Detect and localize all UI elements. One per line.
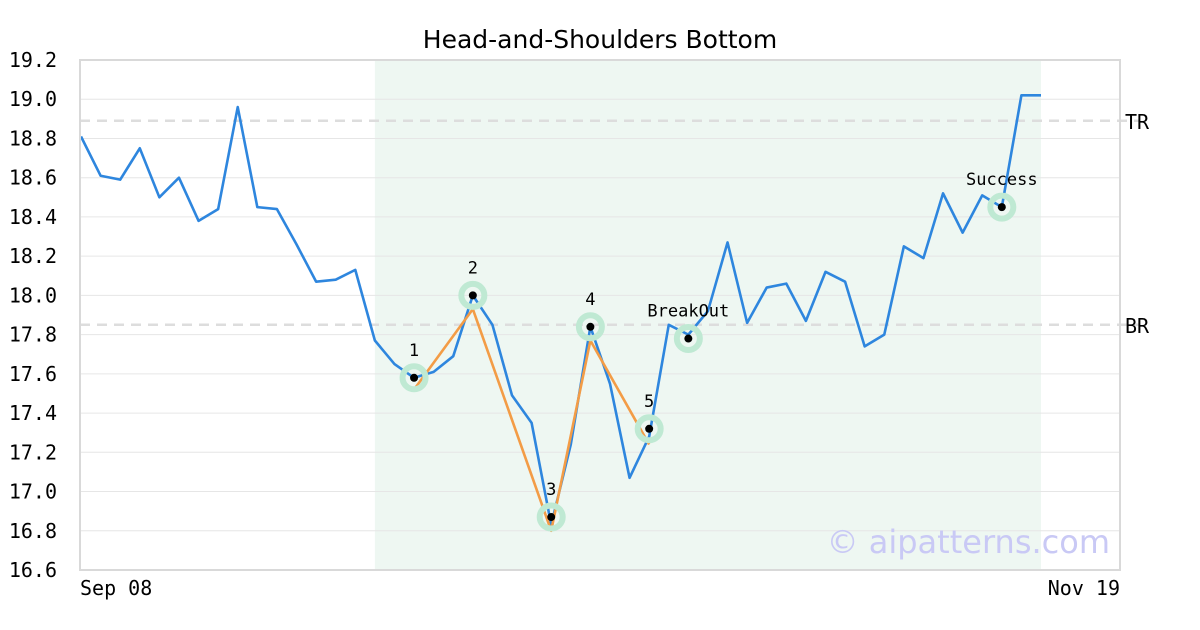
pattern-markers: 1 2 3 4 5 BreakOut Success [399, 170, 1038, 532]
marker-label: 4 [585, 290, 595, 310]
marker-dot [684, 334, 693, 343]
marker-dot [547, 513, 556, 522]
marker-dot [410, 373, 419, 382]
level-label-br: BR [1125, 314, 1150, 338]
chart-title: Head-and-Shoulders Bottom [423, 25, 777, 54]
y-tick-label: 17.6 [9, 362, 57, 386]
y-tick-label: 18.6 [9, 166, 57, 190]
y-tick-label: 16.8 [9, 519, 57, 543]
marker-dot [468, 291, 477, 300]
y-axis-ticks: 16.6 16.8 17.0 17.2 17.4 17.6 17.8 18.0 18.2 18.4… [9, 48, 57, 582]
marker-ring [673, 324, 703, 354]
marker-ring [399, 363, 429, 393]
x-axis-ticks: Sep 08 Nov 19 [80, 576, 1120, 600]
plot-frame [79, 59, 1121, 571]
y-tick-label: 17.8 [9, 323, 57, 347]
y-tick-label: 19.2 [9, 48, 57, 72]
y-tick-label: 17.2 [9, 440, 57, 464]
marker-ring [634, 414, 664, 444]
y-tick-label: 18.4 [9, 205, 57, 229]
marker-label: Success [966, 170, 1038, 190]
marker-label: 1 [409, 341, 419, 361]
watermark: © aipatterns.com [827, 523, 1110, 561]
marker-ring [536, 502, 566, 532]
marker-ring [987, 192, 1017, 222]
marker-dot [586, 322, 595, 331]
marker-label: 5 [644, 392, 654, 412]
level-label-tr: TR [1125, 110, 1150, 134]
marker-ring [458, 280, 488, 310]
marker-ring [575, 312, 605, 342]
marker-label: 2 [468, 258, 478, 278]
x-tick-label: Nov 19 [1048, 576, 1120, 600]
y-tick-label: 18.0 [9, 283, 57, 307]
x-tick-label: Sep 08 [80, 576, 152, 600]
marker-label: 3 [546, 480, 556, 500]
y-tick-label: 16.6 [9, 558, 57, 582]
marker-label: BreakOut [647, 302, 729, 322]
marker-dot [997, 203, 1006, 212]
y-tick-label: 17.4 [9, 401, 57, 425]
y-tick-label: 19.0 [9, 87, 57, 111]
y-tick-label: 18.8 [9, 126, 57, 150]
marker-dot [645, 424, 654, 433]
y-tick-label: 18.2 [9, 244, 57, 268]
level-lines: TR BR [80, 110, 1150, 338]
y-tick-label: 17.0 [9, 480, 57, 504]
